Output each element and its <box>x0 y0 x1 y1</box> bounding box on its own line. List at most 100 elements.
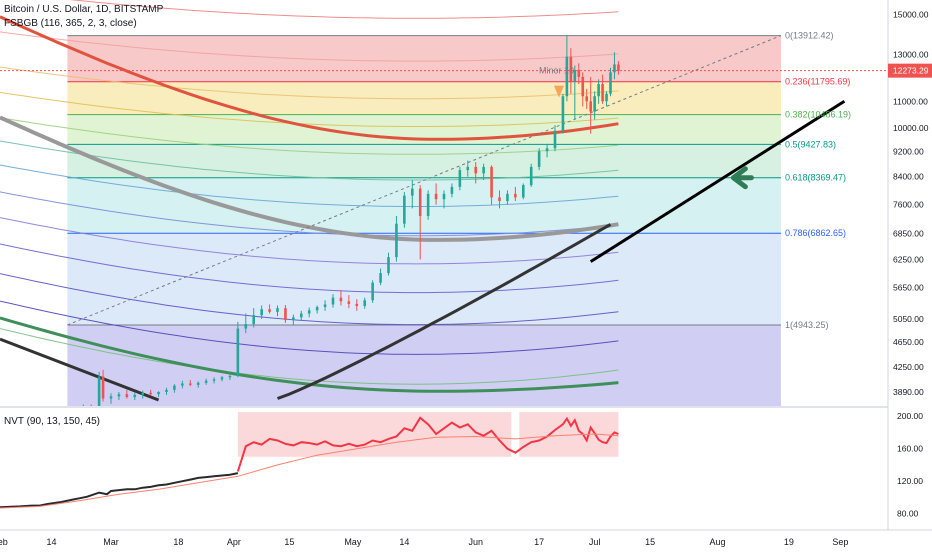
candle-body[interactable] <box>605 93 608 102</box>
time-tick-label: 17 <box>534 537 544 547</box>
candle-body[interactable] <box>173 385 176 390</box>
candle-body[interactable] <box>339 297 343 302</box>
candle-body[interactable] <box>545 148 549 152</box>
candle-body[interactable] <box>149 392 152 395</box>
candle-body[interactable] <box>498 197 501 202</box>
candle-body[interactable] <box>371 282 374 301</box>
candle-body[interactable] <box>260 309 263 316</box>
candle-body[interactable] <box>613 64 616 73</box>
candle-body[interactable] <box>589 101 592 112</box>
candle-body[interactable] <box>181 383 184 386</box>
candle-body[interactable] <box>395 223 398 258</box>
candle-body[interactable] <box>482 166 485 174</box>
candle-body[interactable] <box>196 382 200 385</box>
support-curve <box>276 223 612 400</box>
candle-body[interactable] <box>609 72 612 94</box>
candle-body[interactable] <box>553 130 557 149</box>
main-price-pane[interactable]: Minor 10 0(13912.42) 0.236(11795.69) 0.382(… <box>0 0 888 430</box>
candle-body[interactable] <box>212 379 216 381</box>
candle-body[interactable] <box>434 193 438 200</box>
indicator-label: FSBGB (116, 365, 2, 3, close) <box>4 18 137 29</box>
band-line <box>0 117 619 155</box>
candle-body[interactable] <box>284 308 287 321</box>
candle-body[interactable] <box>514 193 517 198</box>
candle-body[interactable] <box>569 56 573 82</box>
price-tick-label: 9200.00 <box>893 146 924 156</box>
candle-body[interactable] <box>157 391 160 395</box>
candle-body[interactable] <box>117 394 121 397</box>
candle-body[interactable] <box>188 383 192 385</box>
candle-body[interactable] <box>307 310 311 314</box>
candle-body[interactable] <box>252 315 256 325</box>
time-tick-label: Apr <box>227 537 241 547</box>
candle-body[interactable] <box>387 257 390 274</box>
candle-body[interactable] <box>561 96 565 131</box>
candle-body[interactable] <box>268 309 271 312</box>
bear-trendline <box>0 337 160 402</box>
candle-body[interactable] <box>617 64 620 71</box>
candle-body[interactable] <box>165 389 168 392</box>
candle-body[interactable] <box>244 324 248 329</box>
candle-body[interactable] <box>97 376 101 409</box>
candle-body[interactable] <box>410 188 414 196</box>
candle-body[interactable] <box>347 301 351 304</box>
candle-body[interactable] <box>537 151 541 167</box>
candle-body[interactable] <box>141 392 145 395</box>
candle-body[interactable] <box>490 166 493 198</box>
candle-body[interactable] <box>601 84 604 102</box>
candle-body[interactable] <box>474 166 478 174</box>
band-line <box>0 31 619 62</box>
candle-body[interactable] <box>577 70 581 77</box>
candle-body[interactable] <box>220 377 224 380</box>
candle-body[interactable] <box>363 300 367 307</box>
candle-body[interactable] <box>315 307 319 311</box>
nvt-tick-label: 80.00 <box>897 509 919 519</box>
band-line <box>0 66 619 100</box>
candle-body[interactable] <box>355 303 359 307</box>
candle-body[interactable] <box>585 96 589 102</box>
price-tick-label: 8400.00 <box>893 172 924 182</box>
candle-body[interactable] <box>299 313 303 318</box>
candle-body[interactable] <box>529 166 533 186</box>
nvt-series-line[interactable] <box>0 472 239 509</box>
time-tick-label: Mar <box>103 537 119 547</box>
candle-body[interactable] <box>331 297 335 305</box>
candle-body[interactable] <box>573 70 577 82</box>
candle-body[interactable] <box>458 170 462 187</box>
candle-body[interactable] <box>521 185 525 198</box>
candle-body[interactable] <box>292 317 295 321</box>
candle-body[interactable] <box>450 186 454 194</box>
nvt-indicator-pane[interactable] <box>0 406 932 509</box>
candle-body[interactable] <box>101 376 105 399</box>
candle-body[interactable] <box>379 273 382 283</box>
candle-body[interactable] <box>133 394 137 398</box>
band-line <box>0 243 619 294</box>
candle-body[interactable] <box>506 193 509 202</box>
candle-body[interactable] <box>426 193 430 216</box>
last-price-badge <box>888 63 932 78</box>
candle-body[interactable] <box>276 308 279 312</box>
candle-body[interactable] <box>593 96 596 112</box>
candle-body[interactable] <box>236 328 240 376</box>
candle-body[interactable] <box>228 375 232 378</box>
nvt-series-line[interactable] <box>0 433 619 509</box>
candle-body[interactable] <box>418 188 422 216</box>
candle-body[interactable] <box>581 76 585 97</box>
candle-body[interactable] <box>204 380 208 383</box>
candle-body[interactable] <box>565 56 569 97</box>
candle-body[interactable] <box>403 195 406 224</box>
nvt-series-line[interactable] <box>236 416 619 472</box>
price-tick-label: 15000.00 <box>893 10 929 20</box>
black-trendline[interactable] <box>589 100 846 263</box>
candle-body[interactable] <box>109 396 113 399</box>
candle-body[interactable] <box>125 394 129 398</box>
candle-body[interactable] <box>466 166 470 171</box>
candle-body[interactable] <box>323 304 327 308</box>
nvt-tick-label: 160.00 <box>897 444 923 454</box>
candle-body[interactable] <box>442 193 446 200</box>
time-tick-label: 14 <box>47 537 57 547</box>
fib-zone <box>67 35 781 82</box>
band-line <box>0 300 619 355</box>
candle-body[interactable] <box>597 84 600 97</box>
